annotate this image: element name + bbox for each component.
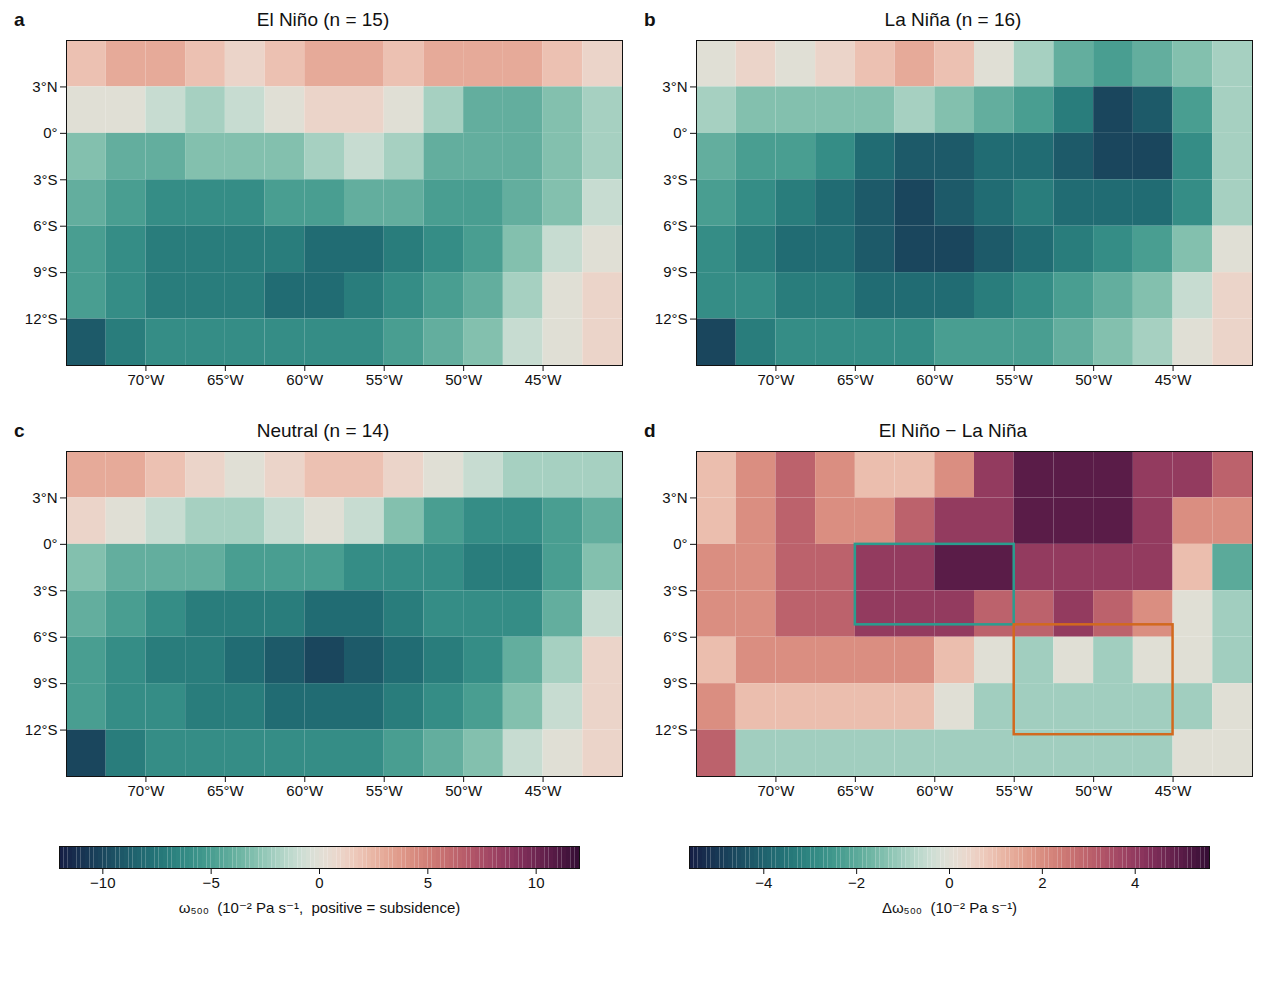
- html-text:El Niño − La Niña: El Niño − La Niña: [878, 420, 1028, 441]
- svg-text:9°S: 9°S: [33, 263, 57, 280]
- svg-text:3°S: 3°S: [33, 171, 57, 188]
- svg-text:−4: −4: [755, 874, 772, 891]
- svg-text:3°N: 3°N: [32, 78, 57, 95]
- svg-text:4: 4: [1131, 874, 1139, 891]
- svg-text:65°W: 65°W: [837, 371, 875, 388]
- svg-text:45°W: 45°W: [525, 371, 563, 388]
- svg-text:3°S: 3°S: [663, 582, 687, 599]
- html-text:Neutral (n = 14): Neutral (n = 14): [256, 420, 390, 441]
- svg-text:ω₅₀₀ (10⁻² Pa s⁻¹, positive: ω₅₀₀ (10⁻² Pa s⁻¹, positive = subsidence…: [179, 899, 461, 916]
- svg-text:12°S: 12°S: [25, 310, 58, 327]
- svg-text:3°N: 3°N: [662, 489, 687, 506]
- html-text:c: c: [14, 420, 25, 441]
- svg-text:60°W: 60°W: [916, 371, 954, 388]
- html-text:b: b: [644, 9, 656, 30]
- svg-text:50°W: 50°W: [445, 371, 483, 388]
- svg-text:55°W: 55°W: [996, 782, 1034, 799]
- html-text:a: a: [14, 9, 25, 30]
- svg-text:0: 0: [315, 874, 323, 891]
- svg-text:45°W: 45°W: [1155, 782, 1193, 799]
- svg-text:60°W: 60°W: [916, 782, 954, 799]
- svg-text:12°S: 12°S: [655, 721, 688, 738]
- svg-text:45°W: 45°W: [1155, 371, 1193, 388]
- svg-text:6°S: 6°S: [663, 628, 687, 645]
- svg-text:10: 10: [528, 874, 545, 891]
- svg-text:0°: 0°: [673, 124, 687, 141]
- svg-text:3°S: 3°S: [33, 582, 57, 599]
- svg-text:0°: 0°: [673, 535, 687, 552]
- svg-text:3°N: 3°N: [662, 78, 687, 95]
- svg-text:55°W: 55°W: [366, 782, 404, 799]
- svg-text:−5: −5: [203, 874, 220, 891]
- svg-text:45°W: 45°W: [525, 782, 563, 799]
- html-text:El Niño (n = 15): El Niño (n = 15): [256, 9, 390, 30]
- svg-text:60°W: 60°W: [286, 371, 324, 388]
- svg-text:6°S: 6°S: [33, 217, 57, 234]
- svg-text:55°W: 55°W: [366, 371, 404, 388]
- svg-text:2: 2: [1038, 874, 1046, 891]
- svg-text:70°W: 70°W: [128, 782, 166, 799]
- svg-text:3°S: 3°S: [663, 171, 687, 188]
- html-text:La Niña (n = 16): La Niña (n = 16): [884, 9, 1022, 30]
- svg-text:12°S: 12°S: [25, 721, 58, 738]
- svg-text:70°W: 70°W: [758, 782, 796, 799]
- svg-text:65°W: 65°W: [207, 371, 245, 388]
- svg-text:60°W: 60°W: [286, 782, 324, 799]
- svg-text:−10: −10: [90, 874, 115, 891]
- svg-text:0°: 0°: [43, 535, 57, 552]
- svg-text:65°W: 65°W: [837, 782, 875, 799]
- svg-text:Δω₅₀₀ (10⁻² Pa s⁻¹): Δω₅₀₀ (10⁻² Pa s⁻¹): [882, 899, 1017, 916]
- svg-text:50°W: 50°W: [1075, 371, 1113, 388]
- svg-text:0°: 0°: [43, 124, 57, 141]
- html-text:d: d: [644, 420, 656, 441]
- svg-text:6°S: 6°S: [663, 217, 687, 234]
- svg-text:65°W: 65°W: [207, 782, 245, 799]
- svg-text:9°S: 9°S: [663, 263, 687, 280]
- svg-text:50°W: 50°W: [445, 782, 483, 799]
- svg-text:5: 5: [424, 874, 432, 891]
- svg-text:55°W: 55°W: [996, 371, 1034, 388]
- svg-text:9°S: 9°S: [33, 674, 57, 691]
- svg-text:0: 0: [945, 874, 953, 891]
- svg-text:70°W: 70°W: [758, 371, 796, 388]
- svg-text:−2: −2: [848, 874, 865, 891]
- svg-text:6°S: 6°S: [33, 628, 57, 645]
- svg-text:9°S: 9°S: [663, 674, 687, 691]
- svg-text:70°W: 70°W: [128, 371, 166, 388]
- svg-text:12°S: 12°S: [655, 310, 688, 327]
- svg-text:50°W: 50°W: [1075, 782, 1113, 799]
- svg-text:3°N: 3°N: [32, 489, 57, 506]
